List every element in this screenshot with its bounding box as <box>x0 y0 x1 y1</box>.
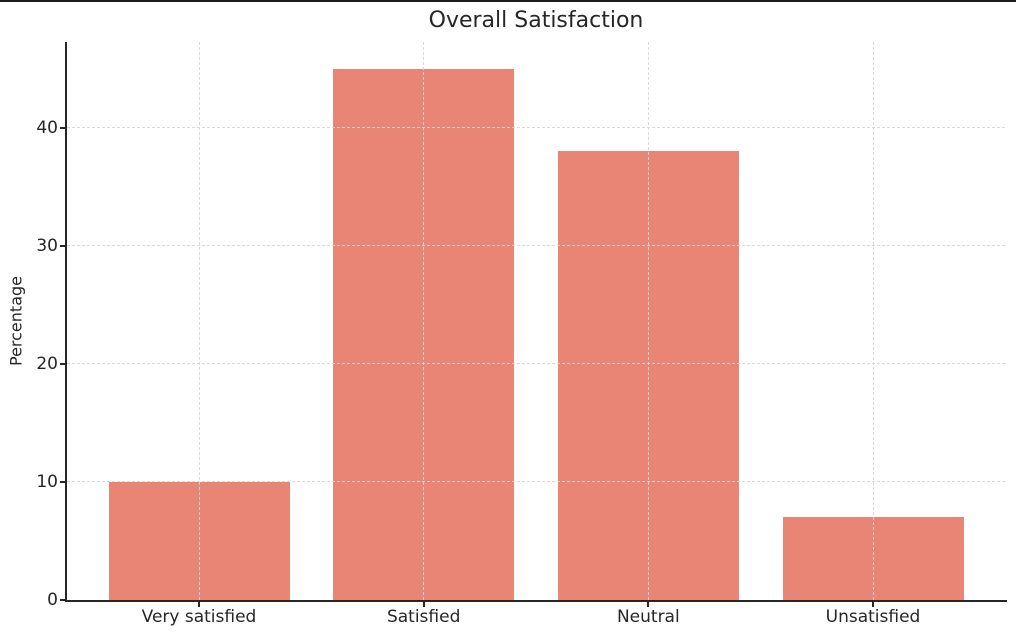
x-axis-spine <box>65 600 1007 602</box>
vertical-gridline <box>647 42 649 600</box>
y-tick-mark <box>60 480 65 483</box>
horizontal-gridline <box>67 363 1005 365</box>
y-tick-mark <box>60 362 65 365</box>
horizontal-gridline <box>67 481 1005 483</box>
y-tick-label: 20 <box>36 353 58 374</box>
x-tick-mark <box>198 602 200 607</box>
y-tick-label: 30 <box>36 235 58 256</box>
vertical-gridline <box>198 42 200 600</box>
vertical-gridline <box>423 42 425 600</box>
horizontal-gridline <box>67 245 1005 247</box>
plot-area <box>67 42 1005 600</box>
x-tick-label: Satisfied <box>386 607 461 627</box>
vertical-gridline <box>872 42 874 600</box>
window-top-border <box>0 0 1016 2</box>
x-tick-label: Neutral <box>616 607 680 627</box>
y-tick-mark <box>60 244 65 247</box>
y-tick-label: 0 <box>47 590 58 610</box>
x-tick-mark <box>647 602 650 607</box>
x-tick-label: Very satisfied <box>141 607 257 627</box>
y-axis-spine <box>65 42 67 602</box>
chart-title: Overall Satisfaction <box>428 8 644 33</box>
y-tick-mark <box>60 126 65 129</box>
y-tick-label: 40 <box>36 117 58 138</box>
y-tick-label: 10 <box>36 471 58 492</box>
y-axis-label: Percentage <box>6 275 26 367</box>
x-tick-label: Unsatisfied <box>825 607 921 627</box>
x-tick-mark <box>422 602 425 607</box>
x-tick-mark <box>872 602 874 607</box>
y-tick-mark <box>60 599 65 601</box>
horizontal-gridline <box>67 127 1005 129</box>
